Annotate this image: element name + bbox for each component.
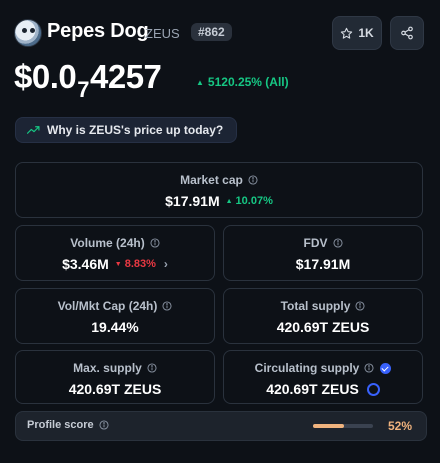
max-supply-label: Max. supply xyxy=(73,361,142,375)
market-cap-change: ▲ 10.07% xyxy=(225,195,273,207)
vol-mkt-cap-card: Vol/Mkt Cap (24h) 19.44% xyxy=(15,288,215,344)
info-icon[interactable] xyxy=(364,363,374,373)
volume-change: ▼ 8.83% xyxy=(114,258,156,270)
profile-score-progress-fill xyxy=(313,424,345,428)
market-cap-card: Market cap $17.91M ▲ 10.07% xyxy=(15,162,423,218)
fdv-label: FDV xyxy=(303,236,328,250)
profile-score-progress xyxy=(313,424,373,428)
triangle-up-icon: ▲ xyxy=(196,78,204,87)
price-subscript: 7 xyxy=(77,77,89,102)
coin-symbol: ZEUS xyxy=(145,26,180,41)
total-supply-card: Total supply 420.69T ZEUS xyxy=(223,288,423,344)
info-icon[interactable] xyxy=(332,238,343,248)
verified-icon xyxy=(380,362,392,374)
vol-mkt-cap-label: Vol/Mkt Cap (24h) xyxy=(57,299,158,313)
chevron-right-icon[interactable]: › xyxy=(163,257,168,271)
profile-score-label: Profile score xyxy=(27,419,94,431)
volume-card[interactable]: Volume (24h) $3.46M ▼ 8.83% › xyxy=(15,225,215,281)
info-icon[interactable] xyxy=(99,420,109,430)
rank-badge: #862 xyxy=(191,23,232,41)
coin-logo xyxy=(14,19,42,47)
fdv-value: $17.91M xyxy=(295,256,351,272)
market-cap-label: Market cap xyxy=(180,173,243,187)
share-button[interactable] xyxy=(390,16,424,50)
total-supply-value: 420.69T ZEUS xyxy=(276,319,370,335)
fdv-card: FDV $17.91M xyxy=(223,225,423,281)
profile-score-bar[interactable]: Profile score 52% xyxy=(15,411,427,441)
why-price-up-label: Why is ZEUS's price up today? xyxy=(47,123,224,137)
info-icon[interactable] xyxy=(162,301,172,311)
price-change: ▲ 5120.25% (All) xyxy=(196,75,289,89)
profile-score-value: 52% xyxy=(387,419,412,433)
market-cap-value: $17.91M xyxy=(165,193,220,209)
why-price-up-button[interactable]: Why is ZEUS's price up today? xyxy=(15,117,237,143)
circulating-supply-label: Circulating supply xyxy=(254,361,360,375)
info-icon[interactable] xyxy=(150,238,160,248)
info-icon[interactable] xyxy=(147,363,157,373)
max-supply-card: Max. supply 420.69T ZEUS xyxy=(15,350,215,404)
circulating-supply-card: Circulating supply 420.69T ZEUS xyxy=(223,350,423,404)
trend-up-icon xyxy=(27,126,40,134)
total-supply-label: Total supply xyxy=(280,299,351,313)
info-icon[interactable] xyxy=(355,301,365,311)
watchlist-button[interactable]: 1K xyxy=(332,16,382,50)
circulation-ring-icon xyxy=(366,382,380,396)
volume-value: $3.46M xyxy=(62,256,109,272)
volume-label: Volume (24h) xyxy=(70,236,145,250)
vol-mkt-cap-value: 19.44% xyxy=(91,319,139,335)
info-icon[interactable] xyxy=(248,175,258,185)
current-price: $0.074257 xyxy=(14,58,162,102)
coin-name: Pepes Dog xyxy=(47,20,149,42)
star-icon xyxy=(341,27,353,39)
max-supply-value: 420.69T ZEUS xyxy=(68,381,162,397)
watchlist-count: 1K xyxy=(358,26,374,40)
share-icon xyxy=(401,26,413,40)
circulating-supply-value: 420.69T ZEUS xyxy=(266,381,359,397)
coin-header: Pepes Dog ZEUS #862 1K xyxy=(14,16,426,50)
